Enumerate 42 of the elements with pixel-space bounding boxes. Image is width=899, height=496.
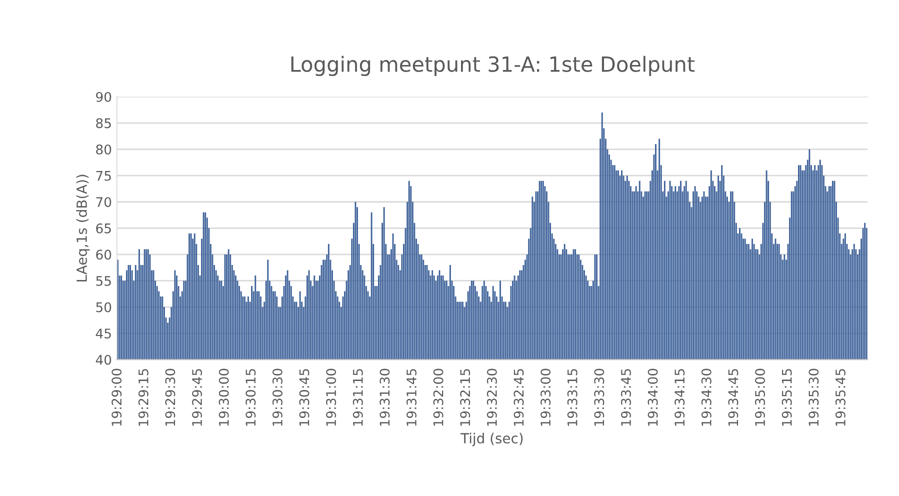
x-tick-label: 19:32:00: [433, 368, 444, 426]
chart-title: Logging meetpunt 31-A: 1ste Doelpunt: [291, 56, 695, 76]
x-tick-label: 19:32:45: [514, 369, 524, 426]
x-tick-label: 19:30:00: [218, 368, 229, 426]
x-tick-label: 19:34:30: [701, 368, 712, 426]
x-tick-label: 19:31:30: [380, 368, 390, 426]
x-axis-title: Tijd (sec): [460, 432, 523, 446]
x-tick-label: 19:30:15: [246, 369, 256, 426]
x-tick-label: 19:30:45: [299, 369, 310, 426]
y-tick-label: 45: [96, 328, 111, 339]
x-tick-label: 19:29:00: [112, 368, 122, 426]
y-tick-label: 75: [96, 170, 111, 181]
y-tick-label: 55: [96, 276, 111, 286]
x-tick-label: 19:29:30: [165, 368, 176, 426]
x-tick-label: 19:33:00: [540, 368, 551, 426]
y-tick-label: 70: [96, 197, 112, 208]
y-tick-label: 60: [96, 250, 112, 260]
y-tick-label: 85: [96, 118, 111, 128]
x-tick-label: 19:35:45: [835, 369, 846, 426]
x-tick-label: 19:32:15: [460, 369, 470, 426]
x-tick-label: 19:35:30: [808, 368, 819, 426]
x-tick-label: 19:31:45: [406, 369, 416, 426]
x-tick-label: 19:33:45: [620, 369, 631, 426]
x-tick-label: 19:31:00: [326, 368, 336, 426]
x-tick-label: 19:35:00: [755, 368, 766, 426]
x-tick-label: 19:29:15: [138, 369, 148, 426]
x-tick-label: 19:35:15: [782, 369, 792, 426]
y-tick-label: 80: [96, 144, 112, 154]
x-tick-label: 19:32:30: [486, 368, 497, 426]
y-tick-label: 90: [96, 92, 112, 102]
y-tick-label: 50: [96, 302, 112, 312]
x-tick-label: 19:34:45: [728, 369, 738, 426]
x-tick-label: 19:33:15: [567, 369, 578, 426]
x-tick-label: 19:30:30: [272, 368, 282, 426]
x-tick-label: 19:34:15: [674, 369, 685, 426]
x-tick-label: 19:31:15: [352, 369, 363, 426]
y-tick-label: 65: [96, 223, 111, 234]
x-tick-label: 19:33:30: [594, 368, 604, 426]
x-tick-label: 19:34:00: [648, 368, 658, 426]
y-tick-label: 40: [96, 354, 112, 365]
x-tick-label: 19:29:45: [192, 369, 202, 426]
y-axis-title: LAeq,1s (dB(A)): [76, 174, 90, 282]
